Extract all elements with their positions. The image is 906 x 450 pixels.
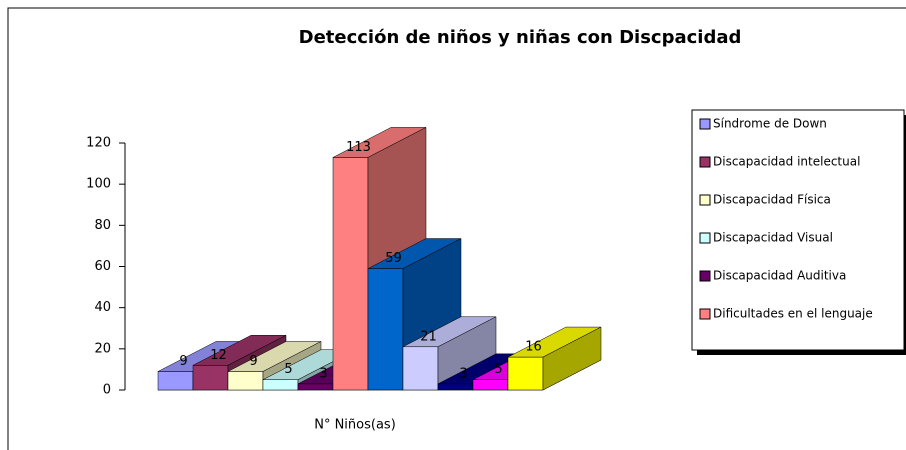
y-tick-label: 120	[86, 136, 111, 151]
legend-swatch	[699, 270, 711, 282]
bar	[367, 268, 404, 391]
bar	[507, 356, 544, 391]
data-label: 5	[284, 362, 292, 377]
legend-swatch	[699, 118, 711, 130]
legend-label: Discapacidad Auditiva	[713, 269, 846, 283]
y-tick-label: 100	[86, 177, 111, 192]
bar	[297, 383, 334, 391]
legend-swatch	[699, 156, 711, 168]
legend-label: Discapacidad Visual	[713, 231, 833, 245]
data-label: 9	[179, 354, 187, 369]
chart-title: Detección de niños y niñas con Discpacid…	[299, 27, 742, 48]
legend-swatch	[699, 308, 711, 320]
y-tick-label: 80	[94, 218, 111, 233]
bar	[332, 157, 369, 391]
y-tick-label: 20	[94, 341, 111, 356]
data-label: 21	[420, 329, 437, 344]
bar-side	[542, 326, 602, 391]
data-label: 12	[210, 348, 227, 363]
bar	[472, 379, 509, 391]
y-tick-label: 40	[94, 300, 111, 315]
bar	[157, 371, 194, 391]
x-axis-label: N° Niños(as)	[314, 418, 396, 433]
legend	[691, 109, 905, 351]
legend-label: Síndrome de Down	[713, 117, 827, 131]
legend-label: Dificultades en el lenguaje	[713, 307, 873, 321]
data-label: 16	[525, 340, 542, 355]
data-label: 113	[346, 140, 371, 155]
legend-swatch	[699, 232, 711, 244]
data-label: 9	[249, 354, 257, 369]
y-tick-label: 0	[103, 383, 111, 398]
data-label: 5	[494, 362, 502, 377]
bar	[192, 365, 229, 391]
y-tick-label: 60	[94, 259, 111, 274]
bar	[227, 371, 264, 391]
bar	[437, 383, 474, 391]
legend-label: Discapacidad intelectual	[713, 155, 860, 169]
bar	[402, 346, 439, 391]
bar	[262, 379, 299, 391]
data-label: 3	[459, 366, 467, 381]
legend-label: Discapacidad Física	[713, 193, 831, 207]
data-label: 3	[319, 366, 327, 381]
data-label: 59	[385, 251, 402, 266]
legend-swatch	[699, 194, 711, 206]
